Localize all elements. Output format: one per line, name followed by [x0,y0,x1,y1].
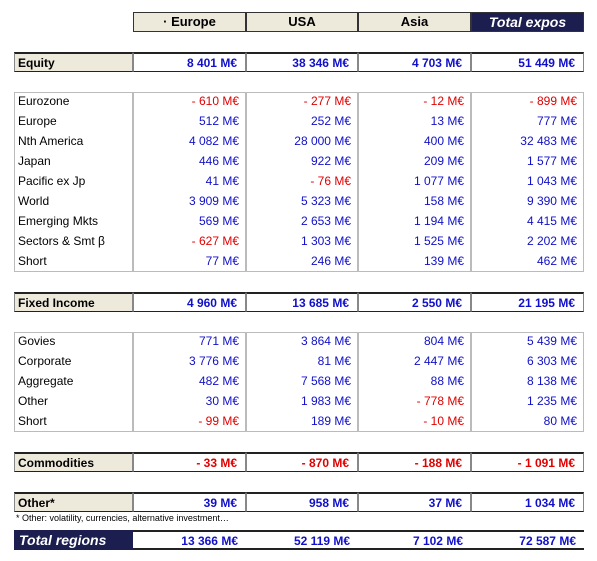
row-value: 1 983 M€ [246,392,358,412]
row-value: - 76 M€ [246,172,358,192]
row-value: 804 M€ [358,332,471,352]
row-value: 922 M€ [246,152,358,172]
row-value: - 10 M€ [358,412,471,432]
section-total: 37 M€ [358,492,471,512]
row-value: 446 M€ [133,152,246,172]
column-header: Asia [358,12,471,32]
total-value: 52 119 M€ [246,530,358,550]
section-label: Other* [14,492,133,512]
row-value: 158 M€ [358,192,471,212]
column-header: · Europe [133,12,246,32]
row-value: 139 M€ [358,252,471,272]
section-total: 13 685 M€ [246,292,358,312]
section-total: - 870 M€ [246,452,358,472]
row-value: 3 776 M€ [133,352,246,372]
total-value: 7 102 M€ [358,530,471,550]
section-total: 39 M€ [133,492,246,512]
total-value: 72 587 M€ [471,530,584,550]
row-value: 771 M€ [133,332,246,352]
row-value: - 277 M€ [246,92,358,112]
section-total: 958 M€ [246,492,358,512]
section-label: Equity [14,52,133,72]
row-value: 28 000 M€ [246,132,358,152]
footnote: * Other: volatility, currencies, alterna… [16,513,229,523]
block-border [14,332,584,432]
section-total: 4 960 M€ [133,292,246,312]
row-value: 1 194 M€ [358,212,471,232]
section-total: 2 550 M€ [358,292,471,312]
section-total: 38 346 M€ [246,52,358,72]
section-total: 51 449 M€ [471,52,584,72]
row-value: 77 M€ [133,252,246,272]
section-total: - 188 M€ [358,452,471,472]
row-value: 81 M€ [246,352,358,372]
row-value: 88 M€ [358,372,471,392]
row-value: 209 M€ [358,152,471,172]
column-header: USA [246,12,358,32]
section-total: 8 401 M€ [133,52,246,72]
row-value: - 99 M€ [133,412,246,432]
column-header: Total expos [471,12,584,32]
row-value: - 610 M€ [133,92,246,112]
row-value: - 627 M€ [133,232,246,252]
row-value: - 778 M€ [358,392,471,412]
row-value: 1 303 M€ [246,232,358,252]
total-value: 13 366 M€ [133,530,246,550]
row-value: 512 M€ [133,112,246,132]
total-label: Total regions [14,530,133,550]
block-border [14,92,584,272]
row-value: 4 082 M€ [133,132,246,152]
row-value: 1 525 M€ [358,232,471,252]
row-value: 2 447 M€ [358,352,471,372]
row-value: 400 M€ [358,132,471,152]
row-value: 7 568 M€ [246,372,358,392]
section-total: 21 195 M€ [471,292,584,312]
section-total: 4 703 M€ [358,52,471,72]
row-value: 3 864 M€ [246,332,358,352]
row-value: - 12 M€ [358,92,471,112]
section-label: Fixed Income [14,292,133,312]
section-total: - 33 M€ [133,452,246,472]
section-total: - 1 091 M€ [471,452,584,472]
row-value: 246 M€ [246,252,358,272]
row-value: 569 M€ [133,212,246,232]
section-total: 1 034 M€ [471,492,584,512]
row-value: 482 M€ [133,372,246,392]
row-value: 13 M€ [358,112,471,132]
row-value: 41 M€ [133,172,246,192]
row-value: 2 653 M€ [246,212,358,232]
row-value: 1 077 M€ [358,172,471,192]
row-value: 189 M€ [246,412,358,432]
row-value: 252 M€ [246,112,358,132]
row-value: 3 909 M€ [133,192,246,212]
section-label: Commodities [14,452,133,472]
row-value: 5 323 M€ [246,192,358,212]
row-value: 30 M€ [133,392,246,412]
